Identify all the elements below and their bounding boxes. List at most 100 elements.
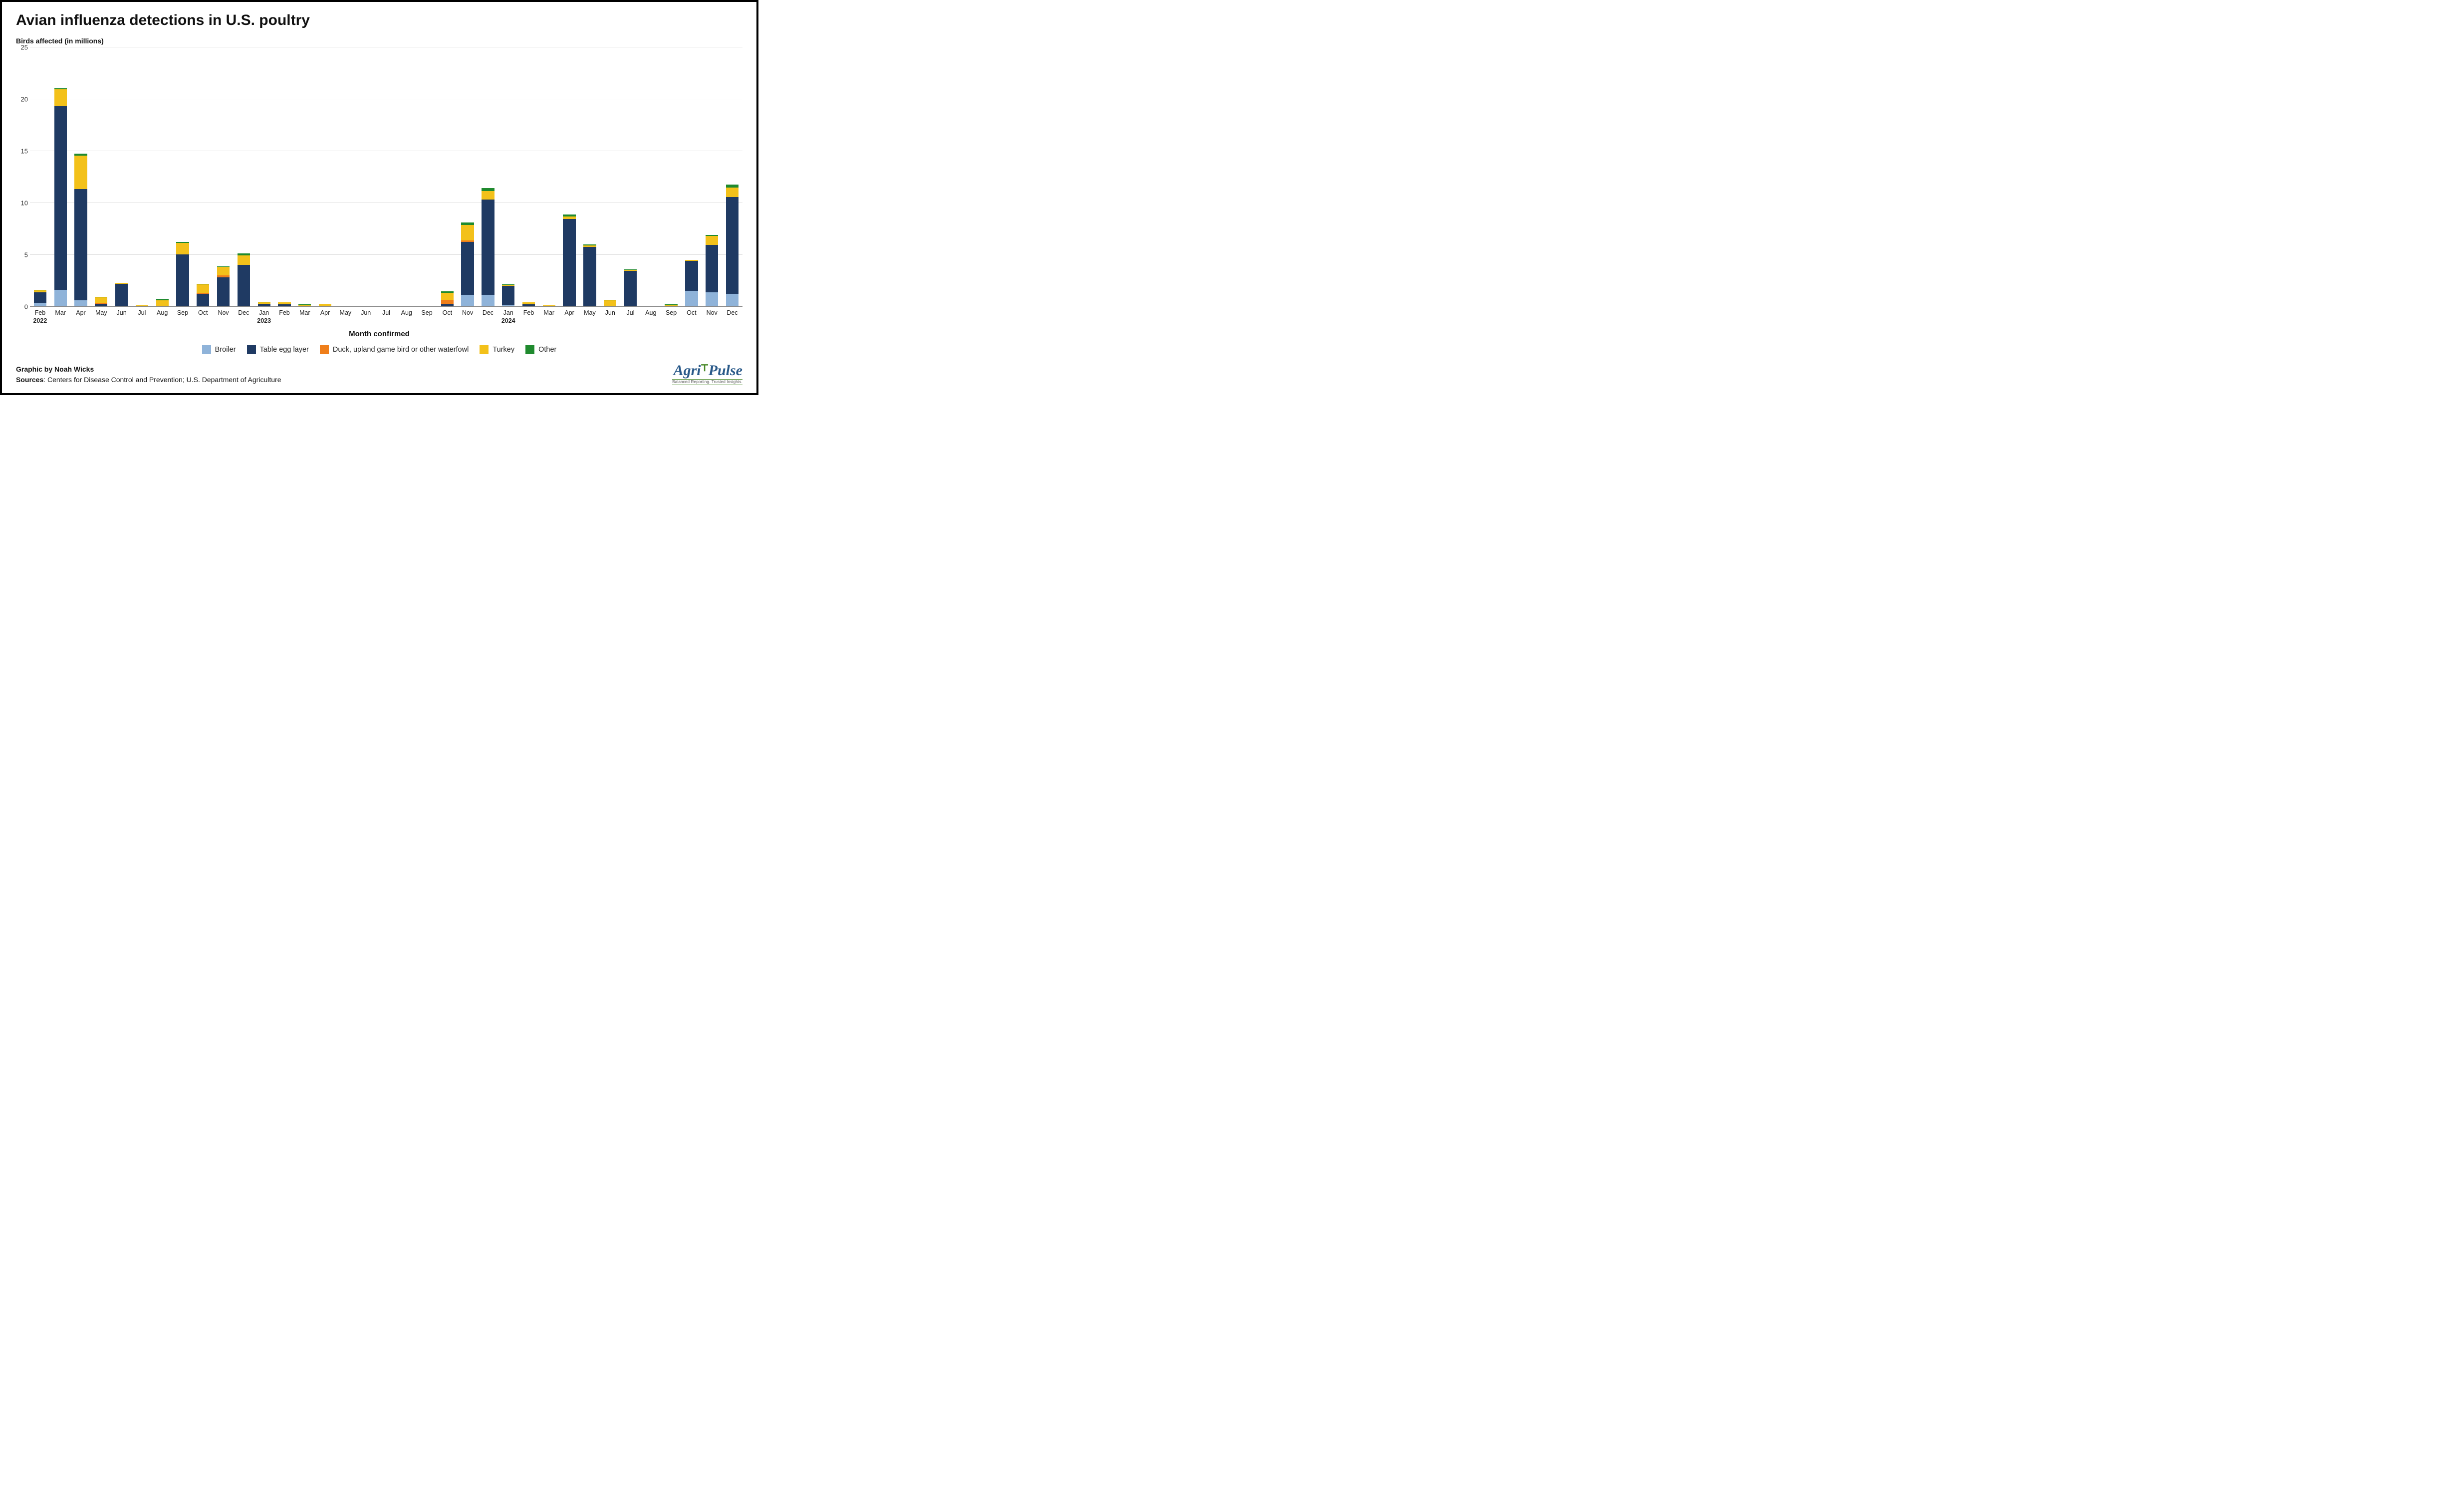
bar-segment-table_egg xyxy=(95,304,107,306)
x-tick-label: Jul xyxy=(620,309,641,325)
x-tick-label: Dec xyxy=(478,309,498,325)
x-tick-label: Jun xyxy=(600,309,620,325)
legend-swatch xyxy=(320,345,329,354)
bar xyxy=(319,304,331,306)
bar-segment-turkey xyxy=(54,89,67,106)
bar xyxy=(258,302,270,306)
bar-segment-turkey xyxy=(197,284,209,293)
bar-segment-table_egg xyxy=(238,265,250,306)
bar-slot xyxy=(294,47,315,306)
bar xyxy=(665,304,677,306)
bar-slot xyxy=(193,47,213,306)
logo-part2: Pulse xyxy=(709,362,742,379)
bar xyxy=(543,305,555,306)
bar-segment-broiler xyxy=(54,290,67,306)
bar-slot xyxy=(458,47,478,306)
bar-segment-table_egg xyxy=(461,242,474,295)
bar xyxy=(298,304,311,306)
chart-title: Avian influenza detections in U.S. poult… xyxy=(16,12,742,29)
bar xyxy=(136,305,148,306)
bar xyxy=(238,253,250,306)
bar xyxy=(461,222,474,306)
bar-segment-table_egg xyxy=(441,304,454,306)
bar-slot xyxy=(417,47,437,306)
bar-segment-turkey xyxy=(604,300,616,306)
x-tick-label: Oct xyxy=(437,309,458,325)
x-tick-label: Feb2022 xyxy=(30,309,50,325)
x-tick-label: Jan2023 xyxy=(254,309,274,325)
legend-swatch xyxy=(480,345,489,354)
bar xyxy=(685,260,698,306)
x-tick-label: Jul xyxy=(376,309,397,325)
bar-slot xyxy=(437,47,458,306)
bar xyxy=(502,284,514,306)
x-tick-label: Feb xyxy=(274,309,295,325)
x-tick-label: Nov xyxy=(702,309,722,325)
bar-segment-broiler xyxy=(74,300,87,306)
bar-segment-turkey xyxy=(238,255,250,265)
bar-segment-turkey xyxy=(95,297,107,302)
bar-segment-broiler xyxy=(685,291,698,306)
sources-text: : Centers for Disease Control and Preven… xyxy=(43,376,281,384)
bar-segment-turkey xyxy=(441,293,454,300)
bar-segment-table_egg xyxy=(34,292,46,303)
x-tick-label: Feb xyxy=(518,309,539,325)
bar-segment-turkey xyxy=(665,305,677,306)
x-tick-label: Jan2024 xyxy=(498,309,518,325)
legend-label: Other xyxy=(538,346,556,354)
bar-segment-turkey xyxy=(136,305,148,306)
x-tick-label: Jun xyxy=(356,309,376,325)
x-tick-year: 2024 xyxy=(498,317,518,325)
bar-slot xyxy=(335,47,356,306)
bar xyxy=(441,291,454,306)
legend-label: Table egg layer xyxy=(260,346,309,354)
bar-segment-table_egg xyxy=(258,304,270,306)
x-tick-year: 2023 xyxy=(254,317,274,325)
bar-segment-table_egg xyxy=(197,294,209,306)
bar-segment-broiler xyxy=(726,294,739,306)
bar xyxy=(156,299,169,306)
bar-slot xyxy=(539,47,559,306)
bar-slot xyxy=(50,47,71,306)
x-tick-label: May xyxy=(91,309,111,325)
bar-segment-broiler xyxy=(461,295,474,306)
bar xyxy=(624,269,637,306)
bar-segment-broiler xyxy=(34,303,46,306)
bar-segment-table_egg xyxy=(176,254,189,306)
bar-segment-turkey xyxy=(543,305,555,306)
bar-segment-table_egg xyxy=(54,106,67,290)
bar-segment-table_egg xyxy=(583,247,596,306)
x-tick-label: Sep xyxy=(417,309,437,325)
bar xyxy=(217,266,230,306)
bar-slot xyxy=(376,47,397,306)
bars-container xyxy=(30,47,742,306)
x-tick-label: Apr xyxy=(71,309,91,325)
legend-item: Other xyxy=(525,345,556,354)
bar-segment-table_egg xyxy=(74,189,87,300)
bar-segment-table_egg xyxy=(217,277,230,306)
bar-segment-broiler xyxy=(706,292,718,306)
bar-segment-turkey xyxy=(176,243,189,254)
bar-slot xyxy=(234,47,254,306)
bar-slot xyxy=(213,47,234,306)
bar-slot xyxy=(518,47,539,306)
x-tick-label: Aug xyxy=(152,309,173,325)
bar-segment-turkey xyxy=(298,305,311,306)
bar xyxy=(74,154,87,306)
x-tick-label: Jun xyxy=(111,309,132,325)
bar xyxy=(34,290,46,306)
x-tick-label: Apr xyxy=(315,309,335,325)
bar-segment-turkey xyxy=(319,304,331,306)
bar xyxy=(604,299,616,306)
bar-segment-turkey xyxy=(706,236,718,245)
legend-item: Duck, upland game bird or other waterfow… xyxy=(320,345,469,354)
legend-item: Table egg layer xyxy=(247,345,309,354)
byline: Graphic by Noah Wicks xyxy=(16,364,281,375)
bar xyxy=(176,242,189,306)
x-tick-label: May xyxy=(335,309,356,325)
bar-segment-turkey xyxy=(217,267,230,275)
x-tick-label: Dec xyxy=(722,309,742,325)
bar xyxy=(54,88,67,306)
bar-slot xyxy=(498,47,518,306)
bar xyxy=(706,234,718,306)
